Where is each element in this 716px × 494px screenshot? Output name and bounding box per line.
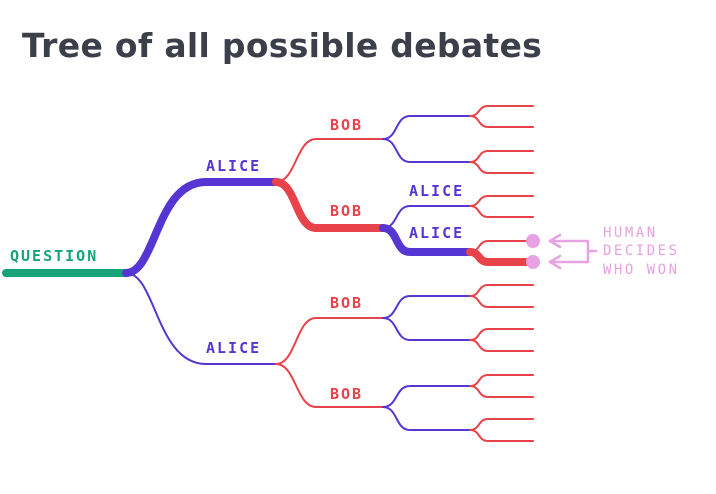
edge-alice2-3a <box>382 295 471 319</box>
diagram-title: Tree of all possible debates <box>22 26 543 65</box>
annotation-line-1: HUMAN <box>603 225 658 241</box>
annotation-line-3: WHO WON <box>603 262 680 278</box>
label-question: QUESTION <box>10 247 98 265</box>
label-bob-4: BOB <box>330 385 363 403</box>
label-alice-leaf-1: ALICE <box>409 182 464 200</box>
label-alice-bottom: ALICE <box>206 339 261 357</box>
edge-alice-top <box>122 178 280 277</box>
label-bob-2: BOB <box>330 202 363 220</box>
edge-alice-bottom <box>125 272 277 365</box>
label-bob-1: BOB <box>330 116 363 134</box>
leaf-dot-1 <box>526 234 540 248</box>
edge-alice2-4a <box>382 385 471 408</box>
edge-alice2-1a <box>382 115 471 140</box>
edge-bob-2 <box>272 178 387 232</box>
edge-bob-4 <box>275 363 384 408</box>
edge-alice2-3b <box>382 317 471 341</box>
edge-bob-3 <box>275 317 384 365</box>
edge-alice2-1b <box>382 138 471 163</box>
label-alice-top: ALICE <box>206 157 261 175</box>
leaf-dot-2 <box>526 255 540 269</box>
label-bob-3: BOB <box>330 294 363 312</box>
judge-arrows <box>548 233 598 270</box>
edge-bob-1 <box>275 138 384 183</box>
edge-alice2-2b <box>379 224 474 256</box>
annotation-line-2: DECIDES <box>603 243 680 259</box>
edge-bob-leaf-highlight <box>466 248 532 266</box>
bob-leaf-forks <box>469 105 534 442</box>
edge-alice2-4b <box>382 406 471 431</box>
label-alice-leaf-2: ALICE <box>409 224 464 242</box>
